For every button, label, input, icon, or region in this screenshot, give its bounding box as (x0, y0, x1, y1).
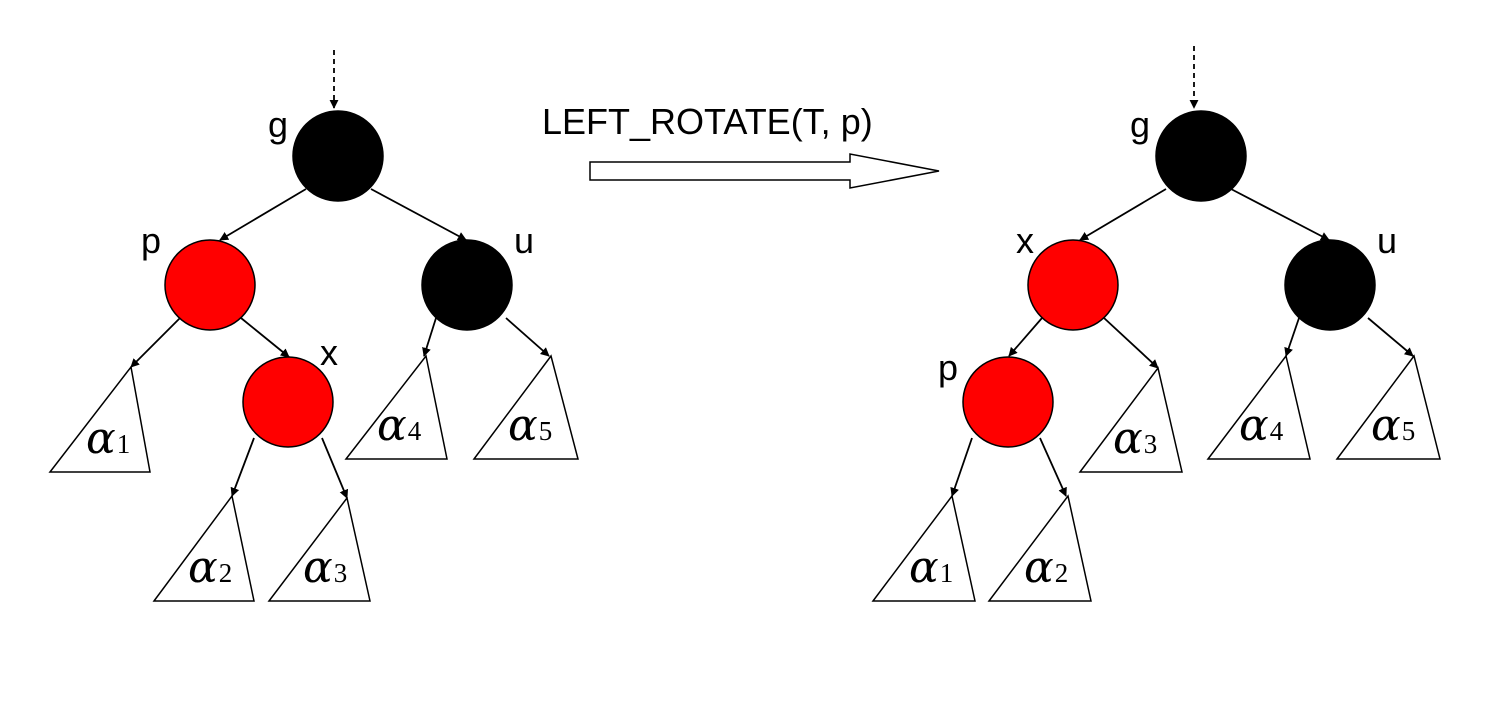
subtree-label: α2 (1024, 542, 1068, 593)
edge-x-a3 (321, 437, 349, 499)
edge-u-a4 (1284, 317, 1300, 357)
subtree-triangle (1078, 366, 1183, 473)
edge-g-u (1230, 188, 1330, 241)
tree-before: α1 α2 α3 α4 α5 g p u x (48, 50, 579, 602)
node-g (292, 110, 384, 202)
node-p (962, 356, 1054, 448)
node-label: p (141, 220, 161, 261)
operation: LEFT_ROTATE(T, p) (542, 101, 940, 189)
node-u (1284, 239, 1376, 331)
subtree-label: α3 (1113, 413, 1157, 464)
node-x (242, 356, 334, 448)
node-label: g (268, 104, 288, 145)
subtree-triangle (472, 354, 579, 460)
subtree-triangle (267, 496, 371, 602)
subtree-triangle (48, 365, 151, 473)
edge-p-a1 (130, 317, 181, 368)
edge-g-x (1079, 188, 1167, 241)
subtree-label: α5 (508, 400, 552, 451)
subtree-label: α2 (188, 542, 232, 593)
subtree-triangle (152, 494, 255, 602)
operation-arrow (589, 153, 940, 189)
subtree-label: α4 (1239, 400, 1284, 451)
edge-p-x (240, 317, 290, 358)
node-x (1027, 239, 1119, 331)
node-p (164, 239, 256, 331)
node-label: u (514, 220, 534, 261)
edge-x-a3 (1103, 317, 1159, 369)
subtree-label: α4 (377, 400, 422, 451)
subtree-triangle (344, 354, 448, 460)
node-u (421, 239, 513, 331)
edge-u-a5 (1367, 317, 1414, 357)
tree-after: α1 α2 α3 α4 α5 g x u p (871, 46, 1441, 602)
node-label: p (938, 347, 958, 388)
operation-label: LEFT_ROTATE(T, p) (542, 101, 873, 142)
edge-u-a5 (505, 317, 550, 357)
subtree-triangle (871, 494, 976, 602)
node-label: u (1377, 220, 1397, 261)
edge-g-p (219, 188, 307, 241)
node-label: x (1016, 220, 1034, 261)
subtree-triangle (987, 494, 1092, 602)
node-label: x (320, 332, 338, 373)
subtree-triangle (1335, 354, 1441, 460)
node-g (1155, 110, 1247, 202)
subtree-label: α1 (909, 542, 953, 593)
edge-p-a1 (950, 437, 973, 497)
edge-u-a4 (422, 317, 437, 357)
edge-g-u (370, 188, 467, 241)
subtree-label: α1 (86, 413, 130, 464)
edge-x-p (1008, 317, 1043, 357)
subtree-label: α3 (303, 542, 347, 593)
edge-x-a2 (230, 437, 255, 497)
edge-p-a2 (1039, 437, 1067, 497)
subtree-label: α5 (1371, 400, 1415, 451)
subtree-triangle (1206, 354, 1311, 460)
node-label: g (1130, 104, 1150, 145)
